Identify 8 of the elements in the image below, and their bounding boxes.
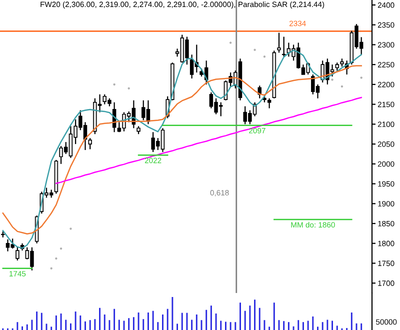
point — [340, 85, 344, 88]
point — [60, 247, 62, 250]
candlestick — [277, 32, 281, 54]
candlestick — [16, 246, 20, 262]
candlestick — [88, 138, 92, 150]
line-series — [56, 96, 362, 184]
candlestick — [282, 36, 286, 58]
candlestick — [267, 98, 272, 109]
